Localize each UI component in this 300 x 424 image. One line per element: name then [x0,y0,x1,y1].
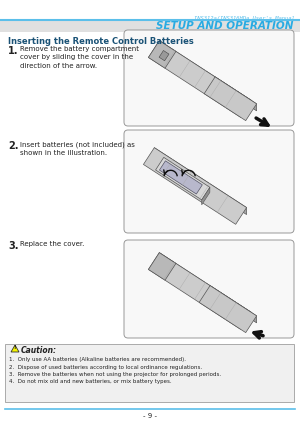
Polygon shape [11,345,19,352]
Polygon shape [159,253,252,320]
Polygon shape [204,77,256,120]
Text: SETUP AND OPERATION: SETUP AND OPERATION [156,21,293,31]
Text: Insert batteries (not included) as
shown in the illustration.: Insert batteries (not included) as shown… [20,141,135,156]
Polygon shape [148,41,176,68]
FancyBboxPatch shape [0,20,300,32]
Polygon shape [210,286,256,323]
Polygon shape [148,41,252,117]
Text: Caution:: Caution: [21,346,57,355]
Text: INS312a/INS316HDa User's Manual: INS312a/INS316HDa User's Manual [194,15,295,20]
Polygon shape [215,77,256,111]
Text: 2.  Dispose of used batteries according to local ordinance regulations.: 2. Dispose of used batteries according t… [9,365,202,369]
FancyBboxPatch shape [124,240,294,338]
Text: 3.  Remove the batteries when not using the projector for prolonged periods.: 3. Remove the batteries when not using t… [9,372,221,377]
Text: 1.: 1. [8,46,19,56]
Text: !: ! [14,345,16,350]
Text: 3.: 3. [8,241,19,251]
Text: 4.  Do not mix old and new batteries, or mix battery types.: 4. Do not mix old and new batteries, or … [9,379,172,385]
Polygon shape [156,157,210,200]
Polygon shape [159,50,169,61]
Polygon shape [159,161,202,194]
FancyBboxPatch shape [5,344,294,402]
Text: 1.  Only use AA batteries (Alkaline batteries are recommended).: 1. Only use AA batteries (Alkaline batte… [9,357,186,362]
Polygon shape [154,148,247,215]
Text: Remove the battery compartment
cover by sliding the cover in the
direction of th: Remove the battery compartment cover by … [20,46,139,69]
Text: Inserting the Remote Control Batteries: Inserting the Remote Control Batteries [8,37,194,46]
FancyBboxPatch shape [124,30,294,126]
Polygon shape [202,187,210,205]
Polygon shape [159,41,252,108]
Text: 2.: 2. [8,141,19,151]
Polygon shape [148,253,176,280]
Text: Replace the cover.: Replace the cover. [20,241,84,247]
Polygon shape [199,286,256,332]
Polygon shape [143,148,247,224]
Text: - 9 -: - 9 - [143,413,157,419]
FancyBboxPatch shape [124,130,294,233]
Polygon shape [148,253,252,329]
